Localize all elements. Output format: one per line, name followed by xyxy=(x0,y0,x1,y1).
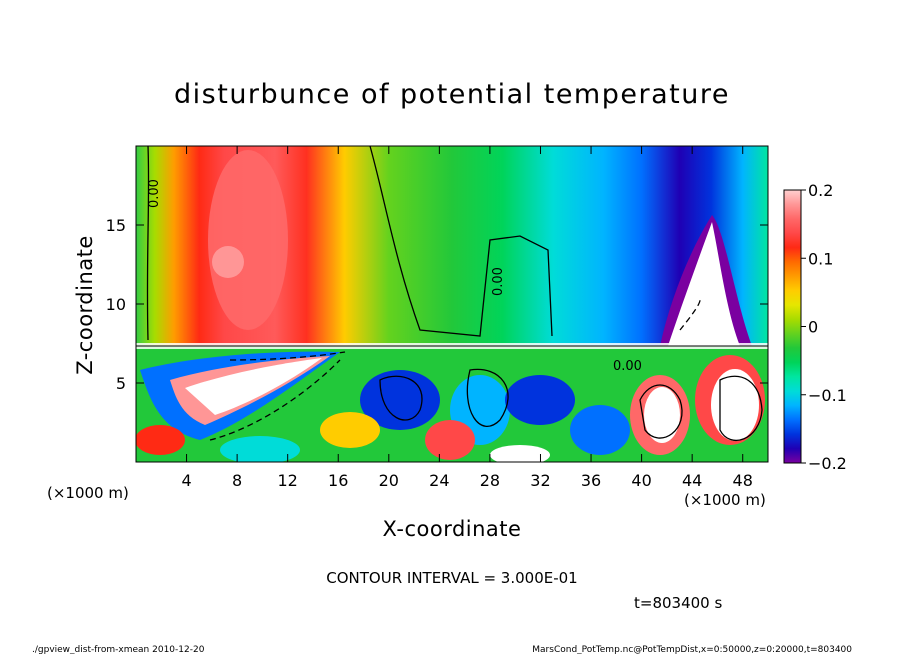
colorbar-tick-label: −0.2 xyxy=(808,454,847,473)
warm-anomaly-core xyxy=(208,150,288,330)
colorbar-tick-label: 0.2 xyxy=(808,181,833,200)
colorbar-tick-label: 0.1 xyxy=(808,249,833,268)
x-tick-label: 44 xyxy=(682,471,702,490)
colorbar-tick-label: 0 xyxy=(808,318,818,337)
y-axis: 5 10 15 xyxy=(106,216,768,393)
contour-label: 0.00 xyxy=(147,179,162,208)
footer-right: MarsCond_PotTemp.nc@PotTempDist,x=0:5000… xyxy=(532,645,852,654)
x-tick-label: 36 xyxy=(581,471,601,490)
cold-anomaly-peak xyxy=(668,222,740,346)
x-tick-label: 40 xyxy=(631,471,651,490)
contour-label: 0.00 xyxy=(491,267,506,296)
x-tick-label: 12 xyxy=(278,471,298,490)
x-tick-label: 16 xyxy=(328,471,348,490)
x-tick-label: 28 xyxy=(480,471,500,490)
y-tick-label: 15 xyxy=(106,216,126,235)
contour-interval: CONTOUR INTERVAL = 3.000E-01 xyxy=(326,569,577,587)
lower-layer-blobs xyxy=(136,351,765,462)
footer-left: ./gpview_dist-from-xmean 2010-12-20 xyxy=(32,645,205,654)
chart-title: disturbunce of potential temperature xyxy=(174,79,730,110)
x-axis: 4 8 12 16 20 24 28 32 36 40 44 48 xyxy=(181,146,753,490)
colorbar: 0.2 0.1 0 −0.1 −0.2 xyxy=(783,181,847,473)
zero-contours xyxy=(146,146,763,441)
contour-label: 0.00 xyxy=(613,359,642,374)
x-tick-label: 4 xyxy=(181,471,191,490)
x-tick-label: 24 xyxy=(429,471,449,490)
warm-anomaly-peak xyxy=(212,246,244,278)
x-unit-label: (×1000 m) xyxy=(684,491,766,509)
colorbar-ticks: 0.2 0.1 0 −0.1 −0.2 xyxy=(801,181,847,473)
y-unit-label: (×1000 m) xyxy=(47,484,129,502)
time-label: t=803400 s xyxy=(634,594,722,612)
x-tick-label: 20 xyxy=(379,471,399,490)
y-tick-label: 5 xyxy=(116,374,126,393)
x-axis-label: X-coordinate xyxy=(383,517,522,541)
colorbar-tick-label: −0.1 xyxy=(808,386,847,405)
y-tick-label: 10 xyxy=(106,295,126,314)
y-axis-label: Z-coordinate xyxy=(73,235,97,375)
x-tick-label: 8 xyxy=(232,471,242,490)
colorbar-scale xyxy=(783,189,802,464)
x-tick-label: 32 xyxy=(530,471,550,490)
x-tick-label: 48 xyxy=(733,471,753,490)
heatmap-field xyxy=(136,146,768,462)
